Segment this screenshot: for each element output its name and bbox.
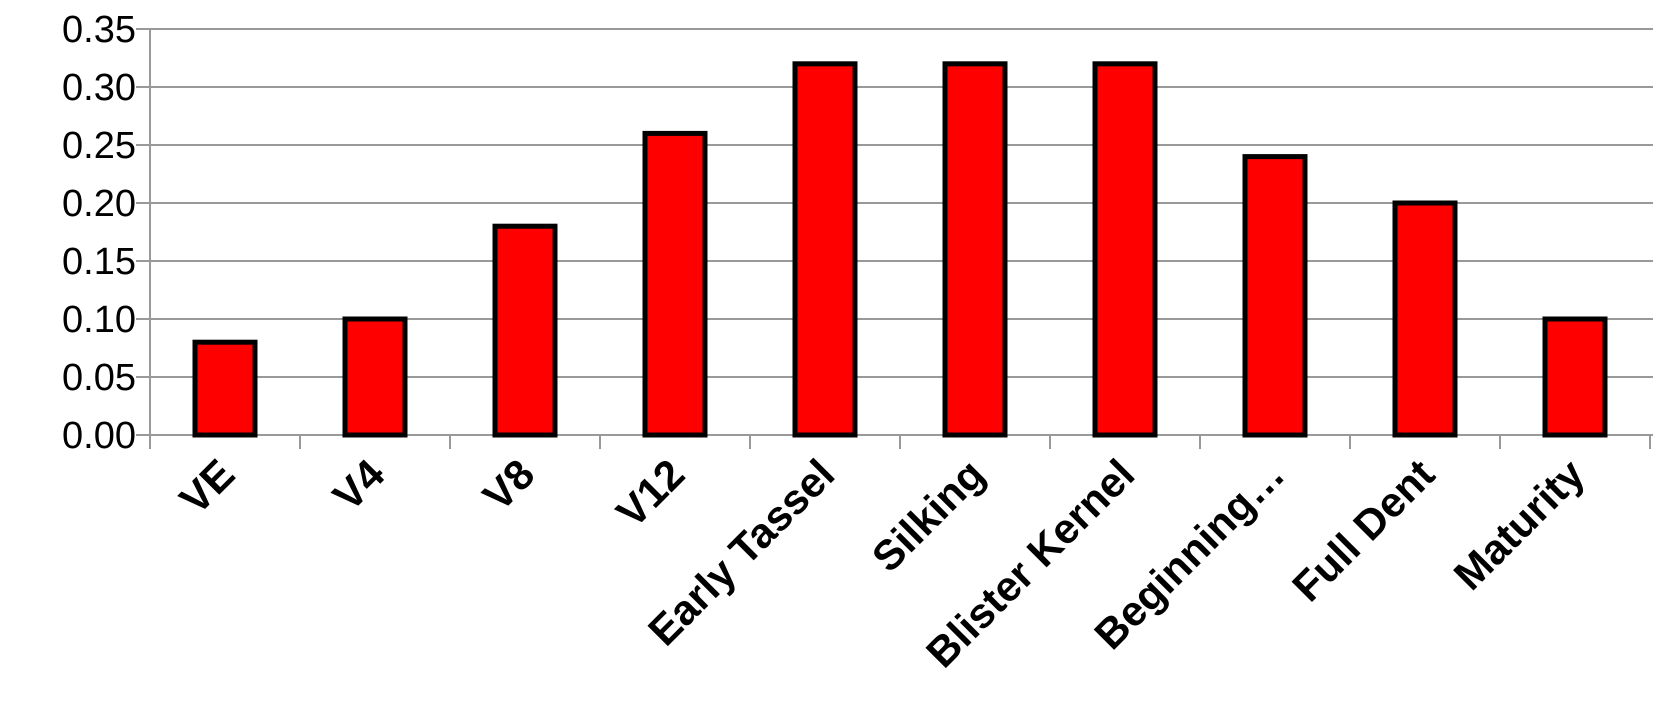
bar <box>1392 200 1458 438</box>
bar <box>642 130 708 438</box>
x-tick-label: Full Dent <box>1283 450 1443 610</box>
bars <box>192 61 1608 438</box>
x-tick-label: V8 <box>474 450 544 520</box>
x-tick-label: Maturity <box>1445 450 1594 599</box>
x-tick-label: V4 <box>324 450 394 520</box>
y-tick-label: 0.05 <box>62 357 136 399</box>
bar <box>792 61 858 438</box>
bar <box>342 316 408 438</box>
y-tick-label: 0.10 <box>62 299 136 341</box>
x-tick-label: Silking <box>863 450 994 581</box>
y-tick-label: 0.15 <box>62 241 136 283</box>
bar <box>1242 154 1308 438</box>
bar <box>192 339 258 438</box>
x-tick-label: VE <box>171 450 244 523</box>
x-tick-label: V12 <box>607 450 693 536</box>
y-tick-label: 0.25 <box>62 125 136 167</box>
bar <box>492 223 558 438</box>
bar <box>942 61 1008 438</box>
y-axis-tick-labels: 0.00 0.05 0.10 0.15 0.20 0.25 0.30 0.35 <box>62 9 136 457</box>
y-tick-label: 0.30 <box>62 67 136 109</box>
y-tick-label: 0.00 <box>62 415 136 457</box>
bar <box>1092 61 1158 438</box>
bar <box>1542 316 1608 438</box>
y-tick-label: 0.35 <box>62 9 136 51</box>
y-tick-label: 0.20 <box>62 183 136 225</box>
